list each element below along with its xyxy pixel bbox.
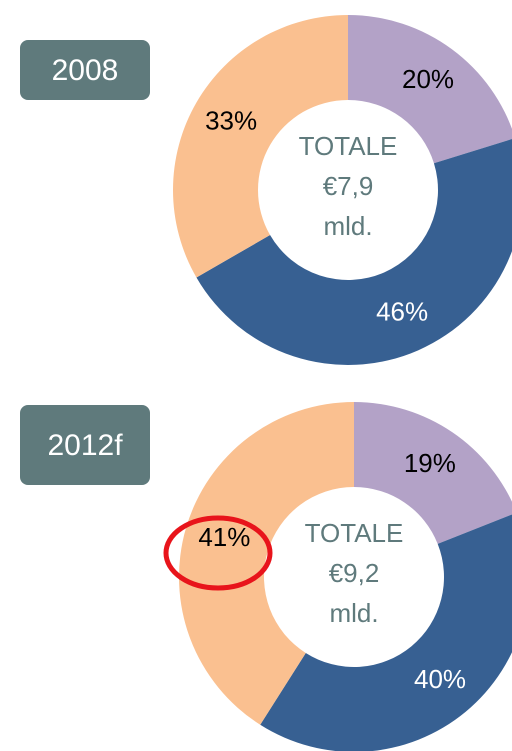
center-text: mld. [329,598,378,628]
center-text: mld. [323,211,372,241]
donut-slice [196,139,512,365]
chart-title: 2008 [52,54,119,87]
value-label: 46% [376,297,428,327]
center-text: €9,2 [329,558,380,588]
value-label: 33% [205,105,257,135]
center-text: €7,9 [323,171,374,201]
value-label: 20% [402,64,454,94]
center-text: TOTALE [305,518,404,548]
title-box [20,405,150,485]
value-label: 40% [414,664,466,694]
chart-title: 2012f [47,429,123,462]
title-box [20,40,150,100]
center-text: TOTALE [299,131,398,161]
donut-slice [178,402,354,725]
value-label: 41% [198,522,250,552]
donut-slice [173,15,348,278]
donut-slice [348,15,512,164]
donut-slice [260,514,512,751]
value-label: 19% [404,448,456,478]
donut-slice [354,402,512,544]
highlight-circle [163,515,273,591]
